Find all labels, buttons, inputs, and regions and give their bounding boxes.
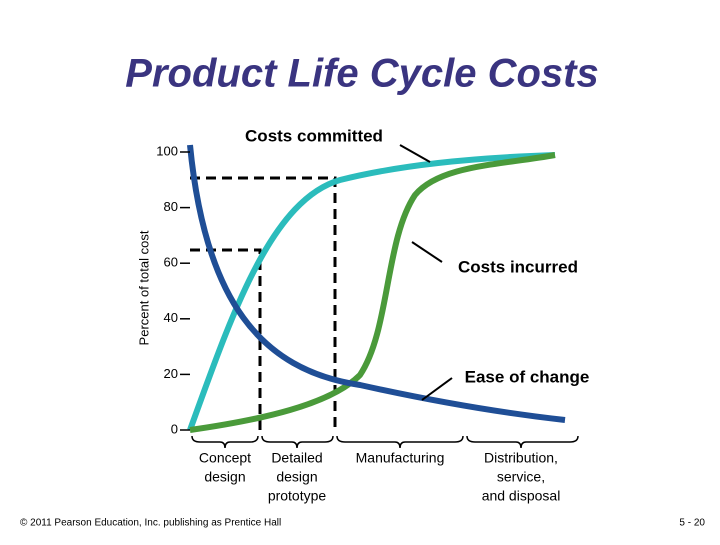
phase-label: design: [276, 469, 317, 485]
phase-label: and disposal: [482, 488, 561, 504]
phase-label: Detailed: [271, 450, 322, 466]
phase-label: Concept: [199, 450, 251, 466]
y-tick-label: 40: [164, 310, 178, 325]
curve-label: Ease of change: [465, 367, 590, 386]
ease-of-change-curve: [187, 144, 566, 423]
y-tick-label: 0: [171, 421, 178, 436]
y-tick-label: 20: [164, 366, 178, 381]
footer-right: 5 - 20: [679, 518, 705, 529]
costs-incurred-curve: [189, 152, 556, 433]
costs-committed-curve: [187, 152, 556, 432]
label-leaders: [399, 144, 453, 401]
footer-left: © 2011 Pearson Education, Inc. publishin…: [20, 518, 281, 529]
y-axis-label: Percent of total cost: [136, 230, 151, 345]
title: Product Life Cycle Costs: [125, 52, 598, 96]
curve-label: Costs committed: [245, 126, 383, 145]
y-tick-label: 100: [156, 143, 178, 158]
dashed-guides: [190, 176, 337, 430]
phase-label: design: [204, 469, 245, 485]
y-tick-label: 80: [164, 199, 178, 214]
phase-label: Manufacturing: [356, 450, 445, 466]
phase-label: Distribution,: [484, 450, 558, 466]
phase-braces: [191, 435, 579, 449]
phase-label: prototype: [268, 488, 327, 504]
y-tick-label: 60: [164, 255, 178, 270]
phase-label: service,: [497, 469, 545, 485]
curve-label: Costs incurred: [458, 257, 578, 276]
